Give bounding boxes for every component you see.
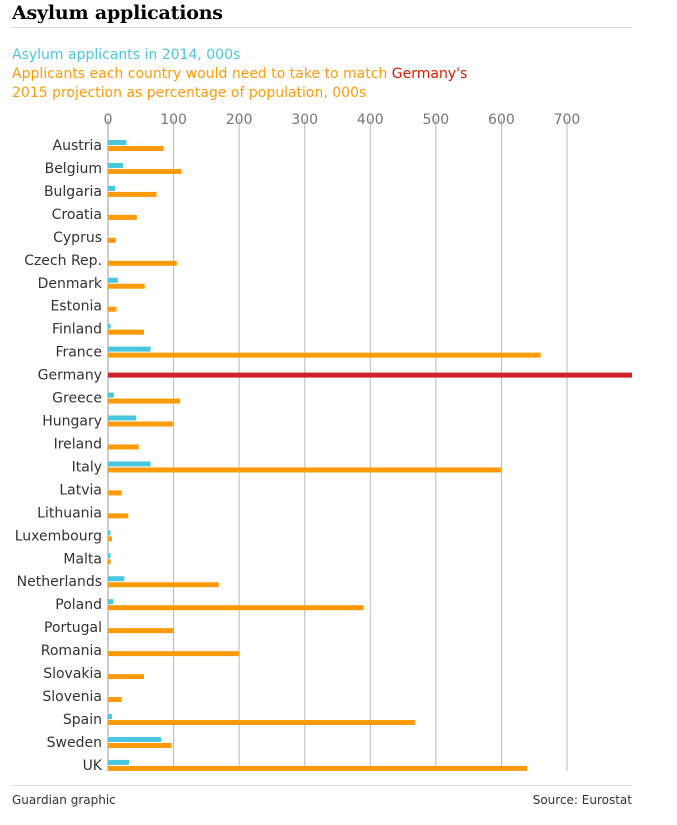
bar-applicants-2014 [108,530,111,536]
bar-needed-to-match [108,742,172,748]
category-label: Bulgaria [44,184,102,200]
bar-needed-to-match [108,720,415,725]
bar-applicants-2014 [108,392,114,398]
bar-needed-to-match [108,421,173,427]
footer-source: Source: Eurostat [532,793,632,807]
bar-needed-to-match [108,191,157,197]
bar-needed-to-match [108,352,541,358]
category-label: UK [83,758,103,774]
category-label: Greece [52,391,102,407]
bar-applicants-2014 [108,162,124,168]
category-label: Austria [53,138,102,154]
legend: Asylum applicants in 2014, 000s Applican… [12,46,612,103]
title-divider [12,27,632,28]
x-tick-label: 300 [291,112,318,128]
category-label: France [55,345,102,361]
bar-needed-to-match [108,765,527,771]
bar-needed-to-match [108,651,240,657]
bar-applicants-2014 [108,346,151,352]
bar-needed-to-match [108,398,181,404]
bar-needed-to-match [108,214,137,220]
bar-chart: 0 100 200 300 400 500 600 700 Austria Belgium Bulg… [15,112,632,774]
bar-needed-to-match [108,605,364,611]
legend-applicants-2014: Asylum applicants in 2014, 000s [12,47,241,63]
bar-needed-to-match [108,490,122,496]
footer-divider [12,785,632,786]
category-label: Lithuania [37,505,102,521]
bar-needed-to-match [108,582,219,588]
legend-needed-to-match: Applicants each country would need to ta… [12,65,612,103]
category-label: Malta [63,551,102,567]
bar-needed-to-match [108,674,145,680]
category-label: Czech Rep. [24,253,102,269]
bar-needed-to-match [108,168,182,174]
category-label: Estonia [50,299,102,315]
x-tick-label: 600 [488,112,515,128]
bar-germany [108,372,632,378]
bar-needed-to-match [108,283,145,289]
bar-needed-to-match [108,628,174,634]
legend-germany-highlight: Germany's [391,66,468,82]
footer-credit: Guardian graphic [12,793,116,807]
bar-needed-to-match [108,306,117,312]
bar-applicants-2014 [108,323,111,329]
bar-applicants-2014 [108,185,116,191]
bar-applicants-2014 [108,599,114,605]
category-label: Slovakia [43,666,102,682]
bar-needed-to-match [108,467,502,473]
category-label: Cyprus [53,230,102,246]
bar-needed-to-match [108,513,129,519]
bar-needed-to-match [108,260,177,266]
category-label: Luxembourg [15,528,102,544]
category-label: Belgium [45,161,102,177]
category-label: Italy [72,459,102,475]
x-tick-label: 200 [226,112,253,128]
bar-needed-to-match [108,146,164,151]
category-label: Denmark [38,276,103,292]
bar-needed-to-match [108,237,116,243]
category-label: Hungary [42,414,102,430]
category-label: Romania [41,643,102,659]
category-label: Germany [38,368,102,384]
x-tick-label: 400 [357,112,384,128]
category-label: Portugal [44,620,102,636]
bar-needed-to-match [108,559,111,565]
bar-needed-to-match [108,444,139,450]
legend-needed-text-2: 2015 projection as percentage of populat… [12,85,367,101]
category-label: Slovenia [42,689,102,705]
bar-applicants-2014 [108,736,162,742]
category-label: Croatia [52,207,102,223]
bar-applicants-2014 [108,714,112,719]
bar-applicants-2014 [108,140,127,145]
category-label: Netherlands [17,574,102,590]
bar-applicants-2014 [108,576,125,582]
bar-needed-to-match [108,697,122,703]
bar-applicants-2014 [108,553,111,559]
x-tick-label: 100 [160,112,187,128]
bar-applicants-2014 [108,415,137,421]
x-tick-label: 700 [554,112,581,128]
category-label: Sweden [47,735,102,751]
category-label: Poland [55,597,102,613]
bar-applicants-2014 [108,759,129,765]
category-label: Latvia [59,482,102,498]
x-tick-label: 500 [422,112,449,128]
bar-needed-to-match [108,536,112,542]
chart-title: Asylum applications [12,2,223,24]
category-label: Ireland [54,436,102,452]
bar-needed-to-match [108,329,145,335]
category-label: Spain [63,712,102,728]
bar-applicants-2014 [108,461,151,467]
legend-needed-text: Applicants each country would need to ta… [12,66,392,82]
x-tick-label: 0 [104,112,113,128]
category-label: Finland [52,322,102,338]
bar-applicants-2014 [108,277,118,283]
